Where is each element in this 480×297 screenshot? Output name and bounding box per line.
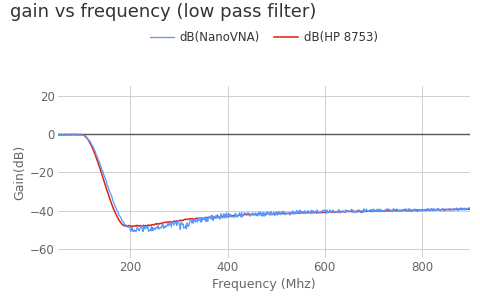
dB(HP 8753) <box>130 225 136 228</box>
dB(NanoVNA) <box>55 133 60 136</box>
dB(HP 8753) <box>55 133 60 136</box>
dB(NanoVNA) <box>162 225 168 229</box>
dB(NanoVNA) <box>367 208 372 212</box>
dB(HP 8753) <box>355 209 360 213</box>
Line: dB(HP 8753): dB(HP 8753) <box>58 135 470 226</box>
dB(NanoVNA) <box>243 212 249 216</box>
Legend: dB(NanoVNA), dB(HP 8753): dB(NanoVNA), dB(HP 8753) <box>145 26 383 49</box>
X-axis label: Frequency (Mhz): Frequency (Mhz) <box>212 278 316 291</box>
dB(NanoVNA) <box>332 211 337 214</box>
Y-axis label: Gain(dB): Gain(dB) <box>13 145 26 200</box>
dB(NanoVNA) <box>131 230 136 233</box>
dB(NanoVNA) <box>61 133 67 136</box>
dB(HP 8753) <box>220 214 226 218</box>
dB(HP 8753) <box>468 207 473 211</box>
dB(HP 8753) <box>72 133 78 136</box>
dB(HP 8753) <box>192 217 197 221</box>
Text: gain vs frequency (low pass filter): gain vs frequency (low pass filter) <box>10 3 316 21</box>
dB(NanoVNA) <box>300 210 305 213</box>
dB(HP 8753) <box>106 192 111 196</box>
dB(HP 8753) <box>357 210 362 213</box>
Line: dB(NanoVNA): dB(NanoVNA) <box>58 135 470 232</box>
dB(NanoVNA) <box>468 207 473 211</box>
dB(HP 8753) <box>316 211 322 214</box>
dB(NanoVNA) <box>129 228 134 232</box>
